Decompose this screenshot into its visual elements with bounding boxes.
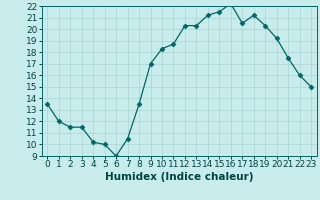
X-axis label: Humidex (Indice chaleur): Humidex (Indice chaleur) xyxy=(105,172,253,182)
